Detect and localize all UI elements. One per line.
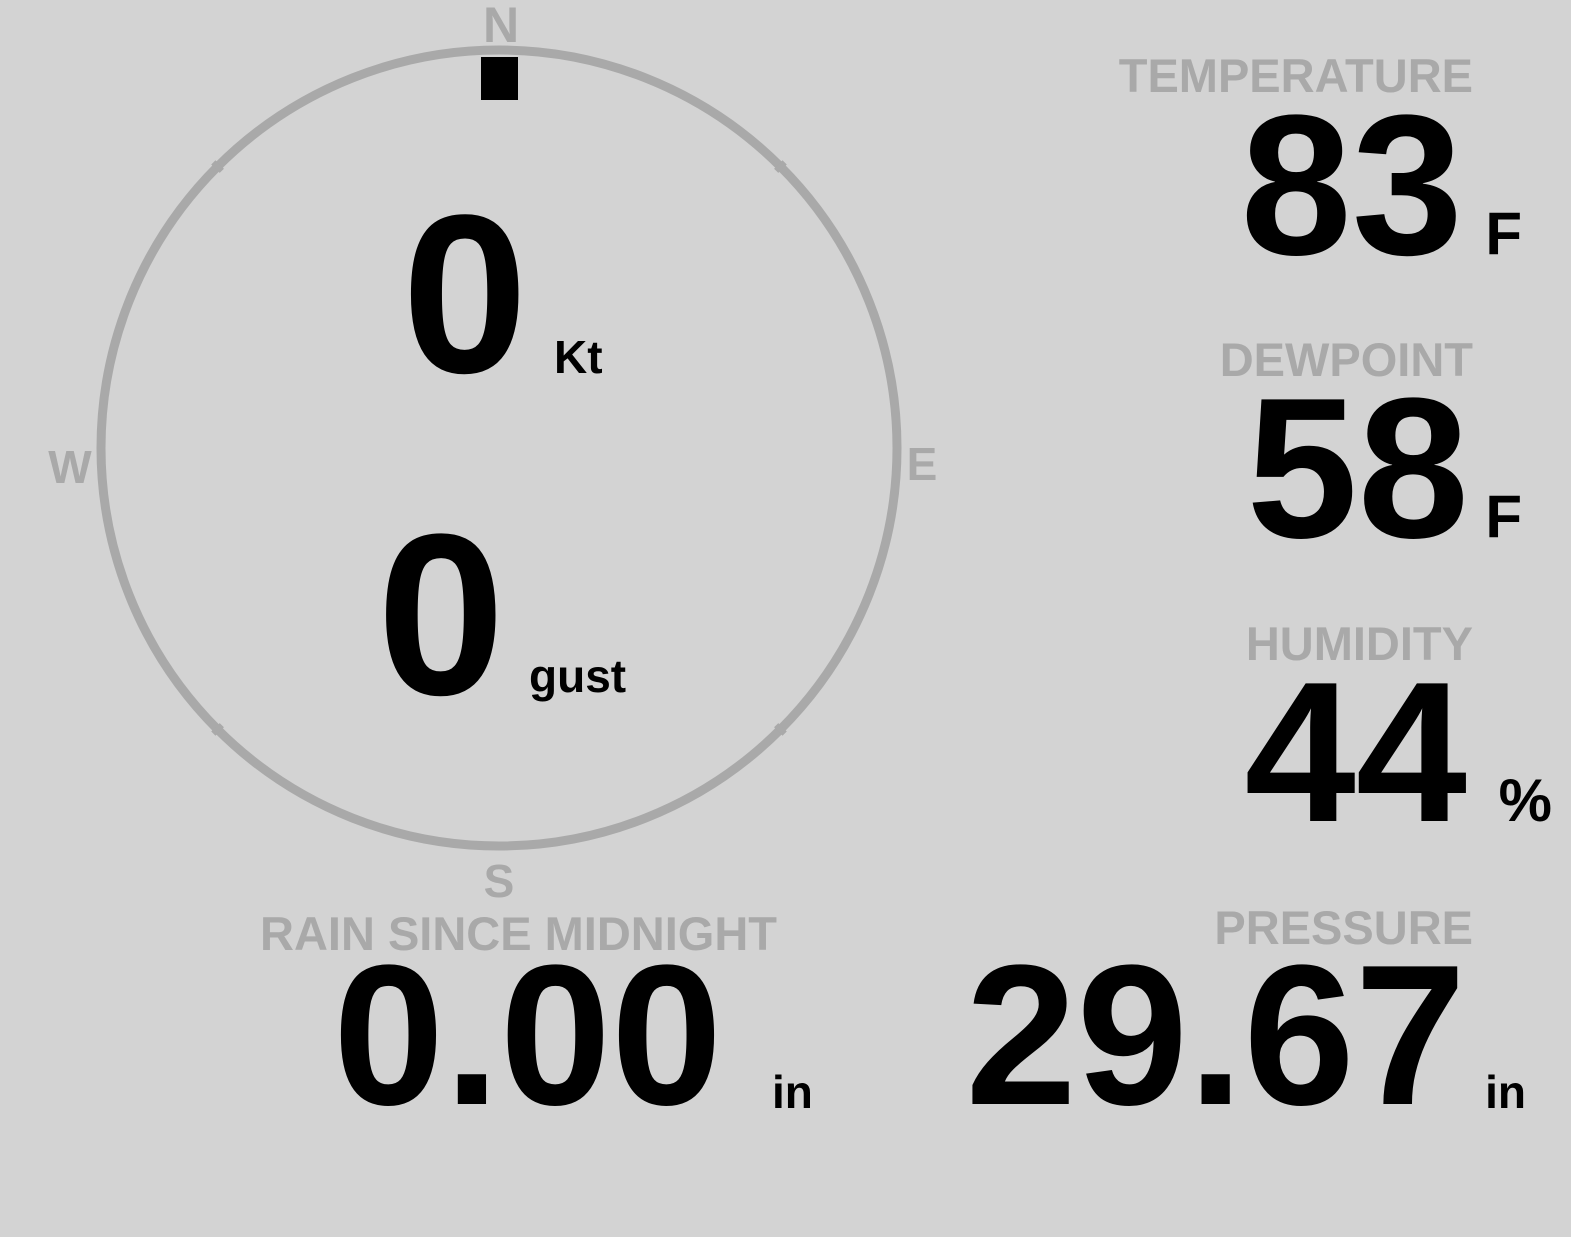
wind-gust-value: 0 [377,486,505,743]
compass-south-label: S [483,855,515,907]
compass-ticks [211,160,787,736]
wind-gust-unit: gust [529,650,627,702]
wind-speed-value: 0 [402,167,528,420]
compass-ring [96,45,902,851]
compass-tick [774,160,787,173]
compass-west-label: W [48,441,92,493]
wind-speed-unit: Kt [554,331,603,383]
pressure-label: PRESSURE [1214,901,1473,954]
humidity-unit: % [1498,767,1552,834]
rain-unit: in [772,1066,813,1118]
dewpoint-unit: F [1485,483,1522,550]
dewpoint-value: 58 [1246,357,1469,580]
compass-tick [211,723,224,736]
humidity-label: HUMIDITY [1245,617,1473,670]
temperature-unit: F [1485,200,1522,267]
wind-direction-marker [481,57,518,100]
pressure-unit: in [1485,1066,1526,1118]
rain-label: RAIN SINCE MIDNIGHT [260,907,777,960]
humidity-value: 44 [1244,641,1467,864]
compass-north-label: N [482,0,520,53]
pressure-value: 29.67 [965,924,1467,1147]
wind-direction-pointer [481,57,518,100]
temperature-label: TEMPERATURE [1118,49,1473,102]
rain-value: 0.00 [333,924,723,1147]
compass-tick [774,723,787,736]
compass-east-label: E [906,438,938,490]
dewpoint-label: DEWPOINT [1219,333,1473,386]
temperature-value: 83 [1240,74,1463,297]
compass-tick [211,160,224,173]
